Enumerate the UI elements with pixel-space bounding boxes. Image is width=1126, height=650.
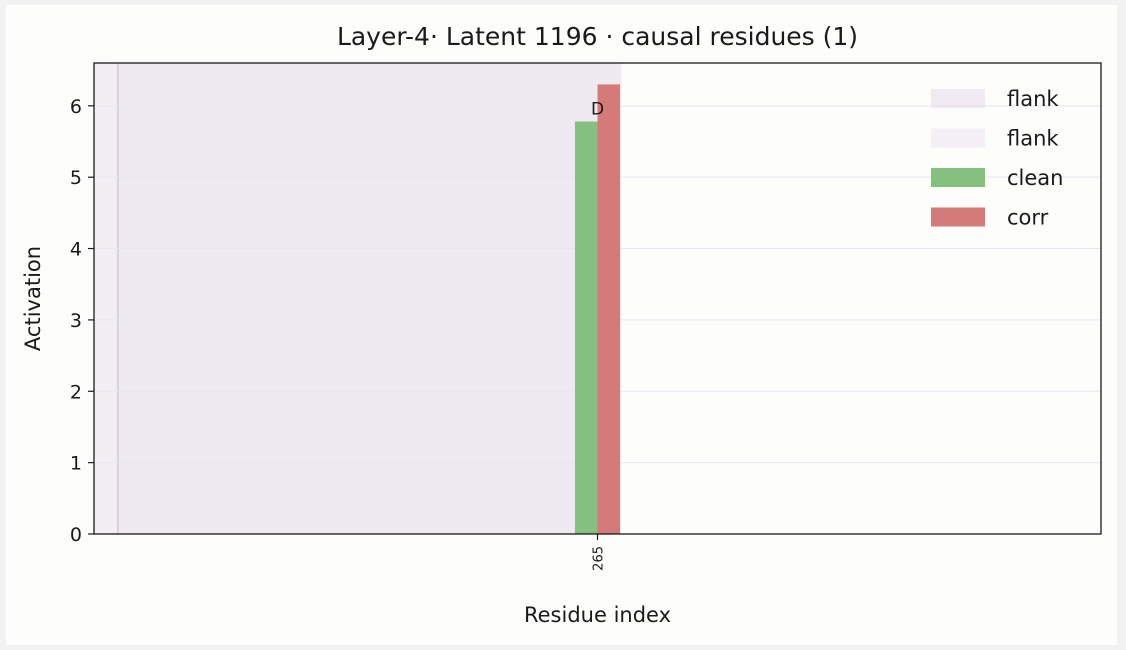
y-tick-label: 5 <box>70 167 82 189</box>
bar-corr-265 <box>597 84 621 534</box>
chart-canvas: Layer-4· Latent 1196 · causal residues (… <box>21 22 1102 627</box>
y-tick-label: 1 <box>70 453 82 475</box>
x-axis-ticks: 265 <box>592 534 607 571</box>
bar-clean-265 <box>574 121 598 534</box>
flank-region-2 <box>117 63 622 534</box>
legend: flank flank clean corr <box>931 87 1063 230</box>
x-tick-label: 265 <box>592 546 607 571</box>
legend-label-corr: corr <box>1007 206 1049 230</box>
legend-swatch-flank <box>931 128 985 148</box>
chart-title: Layer-4· Latent 1196 · causal residues (… <box>337 22 858 51</box>
legend-label-flank: flank <box>1007 87 1059 111</box>
y-axis-ticks: 0 1 2 3 4 5 6 <box>70 96 94 546</box>
bars: D <box>574 84 621 534</box>
chart-figure: Layer-4· Latent 1196 · causal residues (… <box>6 5 1117 645</box>
y-tick-label: 6 <box>70 96 82 118</box>
y-tick-label: 2 <box>70 381 82 403</box>
bar-annotation-265: D <box>591 100 604 120</box>
y-tick-label: 3 <box>70 310 82 332</box>
y-tick-label: 4 <box>70 239 82 261</box>
y-axis-label: Activation <box>21 246 45 351</box>
x-axis-label: Residue index <box>524 603 671 627</box>
legend-label-clean: clean <box>1007 166 1063 190</box>
flank-region-1 <box>94 63 622 534</box>
y-tick-label: 0 <box>70 524 82 546</box>
legend-swatch-flank <box>931 89 985 108</box>
legend-label-flank: flank <box>1007 127 1059 151</box>
legend-swatch-clean <box>931 168 985 187</box>
legend-swatch-corr <box>931 207 985 227</box>
